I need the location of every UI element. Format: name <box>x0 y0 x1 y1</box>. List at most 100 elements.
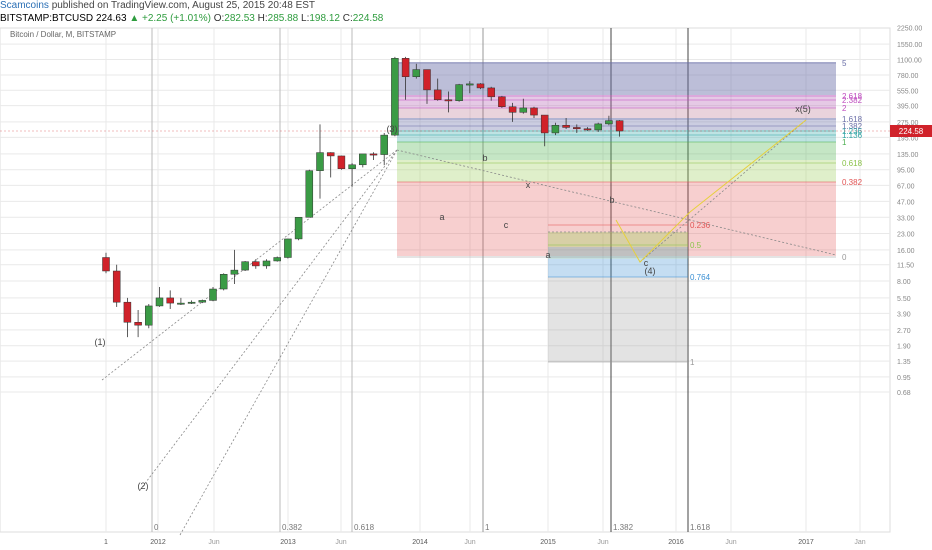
candle-body <box>456 85 463 101</box>
wave-label: c <box>504 220 509 230</box>
candle-body <box>605 121 612 124</box>
candle-body <box>210 289 217 300</box>
y-tick-label: 780.00 <box>897 73 919 80</box>
candle-body <box>359 154 366 165</box>
y-tick-label: 2250.00 <box>897 25 922 32</box>
fib-level-label: 0.382 <box>842 178 863 187</box>
candle-body <box>177 303 184 304</box>
candle-body <box>563 125 570 127</box>
wave-label: (3) <box>387 124 398 134</box>
candle-body <box>220 274 227 289</box>
y-tick-label: 23.00 <box>897 232 915 239</box>
candle-body <box>327 153 334 156</box>
wave-label: b <box>609 195 614 205</box>
y-tick-label: 2.70 <box>897 328 911 335</box>
fib-time-label: 1.618 <box>690 523 711 532</box>
candle-body <box>466 84 473 85</box>
x-tick-label: 2015 <box>540 539 556 546</box>
wave-label: (2) <box>138 481 149 491</box>
wave-label: c <box>644 258 649 268</box>
candle-body <box>584 129 591 130</box>
y-tick-label: 33.00 <box>897 215 915 222</box>
candle-body <box>135 322 142 325</box>
y-tick-label: 1550.00 <box>897 42 922 49</box>
candle-body <box>552 125 559 133</box>
candle-body <box>541 115 548 133</box>
y-tick-label: 1.90 <box>897 344 911 351</box>
candle-body <box>274 257 281 260</box>
candle-body <box>113 271 120 302</box>
fib-time-label: 1 <box>485 523 490 532</box>
fib-level-label: 5 <box>842 59 847 68</box>
wave-label: a <box>439 212 444 222</box>
candle-body <box>103 257 110 271</box>
candle-body <box>199 300 206 302</box>
y-tick-label: 1100.00 <box>897 58 922 65</box>
candle-body <box>188 302 195 303</box>
x-tick-label: 2013 <box>280 539 296 546</box>
wave-label: b <box>482 153 487 163</box>
x-tick-label: Jan <box>854 539 865 546</box>
fib-time-label: 0 <box>154 523 159 532</box>
fib-level-label: 0.764 <box>690 273 711 282</box>
x-tick-label: Jun <box>208 539 219 546</box>
x-tick-label: Jun <box>335 539 346 546</box>
x-tick-label: Jun <box>597 539 608 546</box>
x-tick-label: Jun <box>464 539 475 546</box>
y-tick-label: 3.90 <box>897 311 911 318</box>
x-tick-label: 2014 <box>412 539 428 546</box>
fib-time-label: 1.382 <box>613 523 634 532</box>
wave-label: (1) <box>95 337 106 347</box>
y-tick-label: 67.00 <box>897 183 915 190</box>
candle-body <box>338 156 345 169</box>
candle-body <box>242 262 249 270</box>
y-tick-label: 0.68 <box>897 390 911 397</box>
candle-body <box>263 261 270 266</box>
candle-body <box>295 217 302 239</box>
fib-time-label: 0.618 <box>354 523 375 532</box>
candle-body <box>231 270 238 274</box>
candle-body <box>445 100 452 101</box>
wave-label: x(5) <box>795 104 811 114</box>
candle-body <box>124 302 131 322</box>
fib-level-label: 0.5 <box>690 241 702 250</box>
fib-band <box>397 130 836 142</box>
fib-band <box>397 142 836 160</box>
x-tick-label: 2012 <box>150 539 166 546</box>
candle-body <box>477 84 484 88</box>
y-tick-label: 0.95 <box>897 375 911 382</box>
y-tick-label: 395.00 <box>897 104 919 111</box>
candle-body <box>284 239 291 258</box>
y-tick-label: 11.50 <box>897 263 914 270</box>
y-tick-label: 555.00 <box>897 88 919 95</box>
candle-body <box>434 90 441 100</box>
candle-body <box>413 70 420 77</box>
chart-title: Bitcoin / Dollar, M, BITSTAMP <box>10 30 116 39</box>
candle-body <box>595 124 602 130</box>
y-tick-label: 95.00 <box>897 168 915 175</box>
x-tick-label: 2017 <box>798 539 814 546</box>
fib2-band <box>548 277 688 362</box>
wave-label: x <box>526 180 531 190</box>
candle-body <box>145 306 152 325</box>
candle-body <box>370 154 377 155</box>
candle-body <box>252 262 259 266</box>
candle-body <box>424 70 431 90</box>
candle-body <box>616 121 623 131</box>
candle-body <box>381 135 388 154</box>
y-tick-label: 47.00 <box>897 199 915 206</box>
candle-body <box>167 298 174 303</box>
candle-body <box>349 165 356 169</box>
y-tick-label: 8.00 <box>897 279 911 286</box>
y-tick-label: 5.50 <box>897 296 911 303</box>
fib-level-label: 0.618 <box>842 159 863 168</box>
fib-level-label: 0.236 <box>690 221 711 230</box>
candle-body <box>317 153 324 171</box>
candle-body <box>573 127 580 128</box>
candle-body <box>306 171 313 218</box>
candle-body <box>488 88 495 97</box>
fib-level-label: 0 <box>842 253 847 262</box>
candle-body <box>531 108 538 115</box>
